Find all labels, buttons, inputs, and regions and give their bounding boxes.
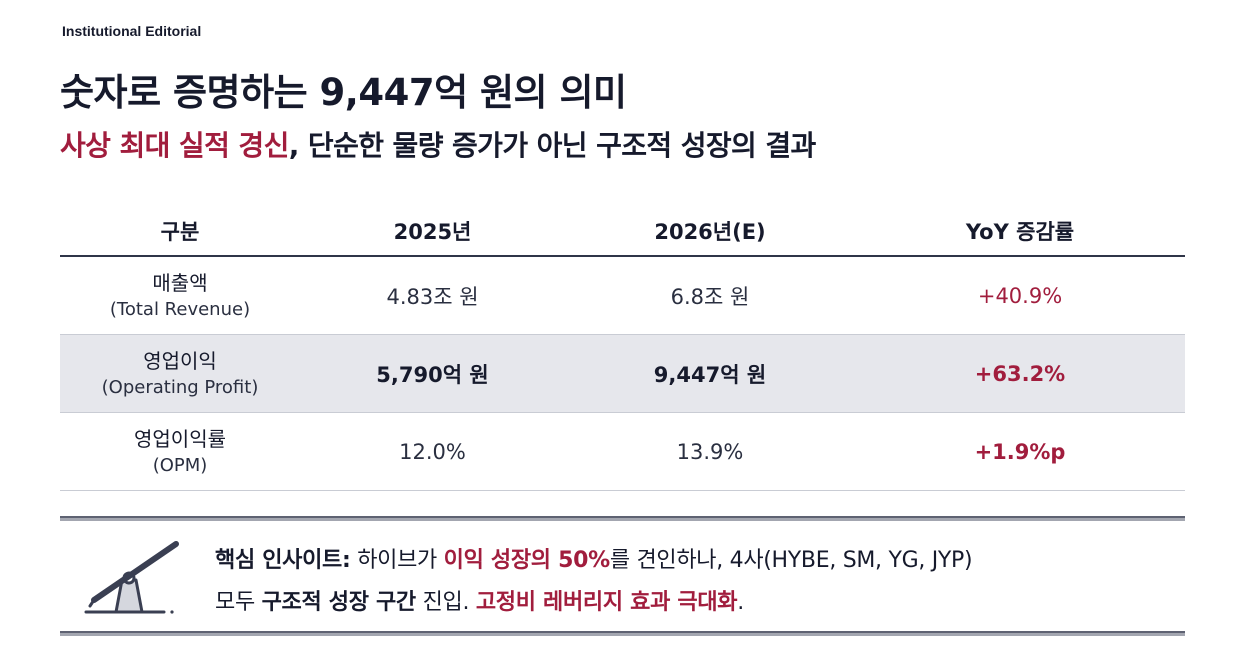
financial-table: 구분 2025년 2026년(E) YoY 증감률 매출액 (Total Rev…	[60, 207, 1185, 491]
insight-segment: 모두	[215, 590, 262, 615]
insight-segment: 를 견인하나, 4사(HYBE, SM, YG, JYP)	[609, 548, 973, 573]
value-2025: 12.0%	[399, 439, 466, 464]
lever-icon	[84, 541, 179, 614]
header-category: 구분	[160, 220, 200, 244]
cell-yoy: +63.2%	[855, 335, 1185, 412]
row-label-ko: 매출액	[152, 270, 208, 295]
cell-2025: 5,790억 원	[300, 335, 565, 412]
value-yoy: +40.9%	[977, 283, 1063, 308]
row-label-en: (Total Revenue)	[109, 298, 251, 320]
value-2026e: 9,447억 원	[653, 362, 767, 387]
header-2026e: 2026년(E)	[654, 220, 766, 244]
insight-segment: .	[737, 590, 744, 615]
row-label-ko: 영업이익	[143, 348, 217, 373]
cell-yoy: +40.9%	[855, 257, 1185, 334]
cell-2026e: 13.9%	[565, 413, 855, 490]
header-2025: 2025년	[393, 220, 472, 244]
row-label: 영업이익률 (OPM)	[60, 413, 300, 490]
cell-yoy: +1.9%p	[855, 413, 1185, 490]
page-subtitle: 사상 최대 실적 경신, 단순한 물량 증가가 아닌 구조적 성장의 결과	[60, 124, 816, 164]
insight-heading: 핵심 인사이트:	[215, 548, 351, 573]
table-row-revenue: 매출액 (Total Revenue) 4.83조 원 6.8조 원 +40.9…	[60, 257, 1185, 335]
row-label: 영업이익 (Operating Profit)	[60, 335, 300, 412]
value-yoy: +63.2%	[974, 361, 1066, 386]
value-2025: 5,790억 원	[376, 362, 489, 387]
insight-highlight: 이익 성장의 50%	[443, 548, 610, 573]
value-2025: 4.83조 원	[386, 284, 479, 309]
cell-2025: 12.0%	[300, 413, 565, 490]
value-2026e: 6.8조 원	[670, 284, 750, 309]
insight-top-rule	[60, 516, 1185, 521]
value-2026e: 13.9%	[676, 439, 744, 464]
insight-bottom-rule	[60, 631, 1185, 636]
row-label: 매출액 (Total Revenue)	[60, 257, 300, 334]
table-row-operating-profit: 영업이익 (Operating Profit) 5,790억 원 9,447억 …	[60, 335, 1185, 413]
insight-text: 핵심 인사이트: 하이브가 이익 성장의 50%를 견인하나, 4사(HYBE,…	[215, 540, 1175, 624]
insight-highlight: 고정비 레버리지 효과 극대화	[475, 590, 738, 615]
page-title: 숫자로 증명하는 9,447억 원의 의미	[60, 71, 627, 114]
insight-segment: 하이브가	[350, 548, 444, 573]
table-row-opm: 영업이익률 (OPM) 12.0% 13.9% +1.9%p	[60, 413, 1185, 491]
cell-2025: 4.83조 원	[300, 257, 565, 334]
subtitle-rest: , 단순한 물량 증가가 아닌 구조적 성장의 결과	[288, 129, 817, 162]
row-label-en: (OPM)	[152, 454, 208, 476]
cell-2026e: 9,447억 원	[565, 335, 855, 412]
subtitle-highlight: 사상 최대 실적 경신	[60, 129, 289, 162]
insight-emphasis: 구조적 성장 구간	[261, 590, 417, 615]
table-header-row: 구분 2025년 2026년(E) YoY 증감률	[60, 207, 1185, 257]
brand-label: Institutional Editorial	[62, 23, 202, 39]
header-yoy: YoY 증감률	[965, 220, 1075, 244]
row-label-en: (Operating Profit)	[101, 376, 259, 398]
cell-2026e: 6.8조 원	[565, 257, 855, 334]
value-yoy: +1.9%p	[974, 439, 1066, 464]
insight-segment: 진입.	[415, 590, 476, 615]
ground-dot	[170, 610, 174, 614]
row-label-ko: 영업이익률	[134, 426, 226, 451]
